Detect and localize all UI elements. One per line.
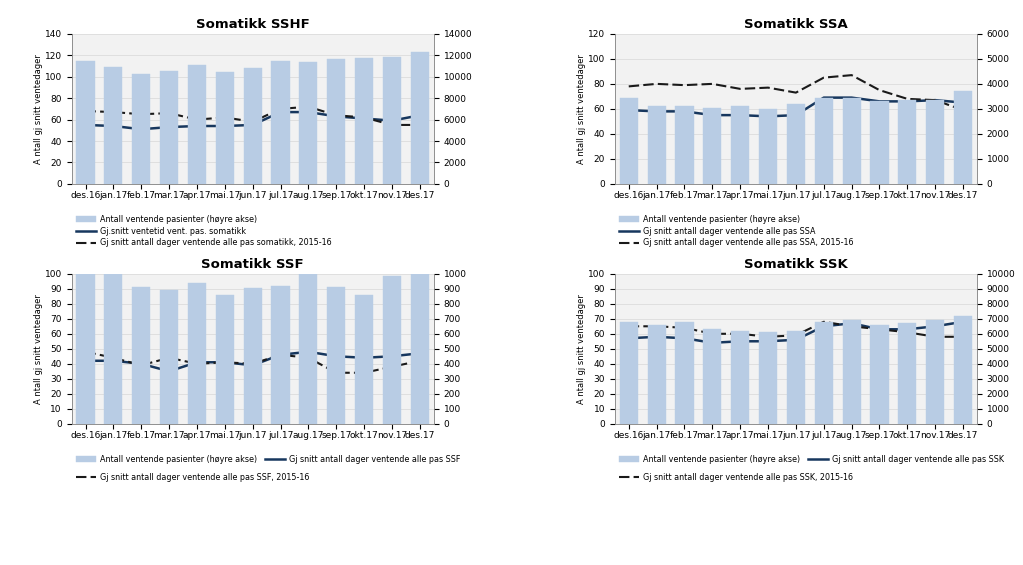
Bar xyxy=(355,295,373,424)
Bar xyxy=(327,59,346,184)
Bar xyxy=(926,320,944,424)
Bar xyxy=(104,67,123,184)
Bar xyxy=(300,274,317,424)
Bar xyxy=(814,322,833,424)
Bar xyxy=(355,58,373,184)
Bar xyxy=(954,316,972,424)
Bar xyxy=(898,323,917,424)
Bar xyxy=(160,71,178,184)
Title: Somatikk SSK: Somatikk SSK xyxy=(744,258,848,271)
Bar xyxy=(814,98,833,184)
Bar xyxy=(216,72,234,184)
Bar xyxy=(787,331,805,424)
Bar xyxy=(271,286,290,424)
Bar xyxy=(648,325,666,424)
Y-axis label: A ntall gj snitt ventedager: A ntall gj snitt ventedager xyxy=(577,54,586,164)
Y-axis label: A ntall gj snitt ventedager: A ntall gj snitt ventedager xyxy=(34,294,43,404)
Bar xyxy=(703,107,721,184)
Y-axis label: A ntall gj snitt ventedager: A ntall gj snitt ventedager xyxy=(34,54,43,164)
Title: Somatikk SSHF: Somatikk SSHF xyxy=(195,18,310,31)
Bar xyxy=(383,276,401,424)
Bar xyxy=(675,106,694,184)
Bar xyxy=(271,60,290,184)
Bar xyxy=(132,73,150,184)
Bar xyxy=(787,104,805,184)
Bar xyxy=(243,288,262,424)
Bar xyxy=(871,101,889,184)
Bar xyxy=(411,52,429,184)
Legend: Gj snitt antall dager ventende alle pas SSF, 2015-16: Gj snitt antall dager ventende alle pas … xyxy=(76,473,309,482)
Legend: Antall ventende pasienter (høyre akse), Gj.snitt ventetid vent. pas. somatikk, G: Antall ventende pasienter (høyre akse), … xyxy=(76,215,331,247)
Bar xyxy=(188,65,206,184)
Legend: Gj snitt antall dager ventende alle pas SSK, 2015-16: Gj snitt antall dager ventende alle pas … xyxy=(619,473,853,482)
Bar xyxy=(327,287,346,424)
Bar xyxy=(383,58,401,184)
Bar xyxy=(954,92,972,184)
Bar xyxy=(160,290,178,424)
Title: Somatikk SSF: Somatikk SSF xyxy=(202,258,304,271)
Title: Somatikk SSA: Somatikk SSA xyxy=(744,18,848,31)
Bar xyxy=(731,331,749,424)
Bar xyxy=(926,100,944,184)
Bar xyxy=(759,332,777,424)
Bar xyxy=(731,106,749,184)
Bar xyxy=(216,295,234,424)
Bar xyxy=(132,287,150,424)
Bar xyxy=(703,329,721,424)
Bar xyxy=(77,274,94,424)
Bar xyxy=(843,320,860,424)
Bar xyxy=(675,322,694,424)
Bar xyxy=(620,98,637,184)
Bar xyxy=(104,274,123,424)
Legend: Antall ventende pasienter (høyre akse), Gj snitt antall dager ventende alle pas : Antall ventende pasienter (høyre akse), … xyxy=(619,215,853,247)
Bar xyxy=(243,68,262,184)
Bar xyxy=(871,325,889,424)
Bar xyxy=(898,100,917,184)
Bar xyxy=(648,106,666,184)
Y-axis label: A ntall gj snitt ventedager: A ntall gj snitt ventedager xyxy=(577,294,586,404)
Bar xyxy=(77,60,94,184)
Bar xyxy=(843,98,860,184)
Bar xyxy=(411,274,429,424)
Bar xyxy=(300,62,317,184)
Bar xyxy=(188,283,206,424)
Bar xyxy=(620,322,637,424)
Bar xyxy=(759,109,777,184)
